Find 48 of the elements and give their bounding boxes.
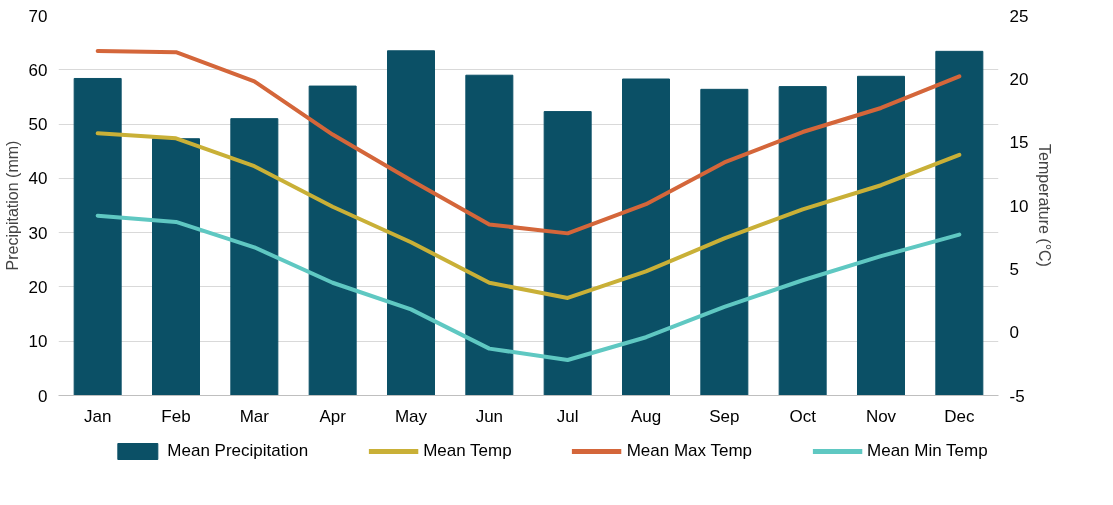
legend-label: Mean Temp	[423, 440, 512, 461]
bar	[857, 75, 905, 396]
y-tick-label: 70	[28, 6, 48, 26]
x-tick-label: Feb	[161, 406, 191, 426]
x-tick-label: Nov	[865, 406, 897, 426]
x-tick-label: Apr	[319, 406, 347, 426]
x-tick-label: Dec	[944, 406, 975, 426]
x-tick-label: Sep	[709, 406, 740, 426]
y-tick-label: 50	[28, 115, 48, 135]
y-tick-label: 20	[28, 277, 48, 297]
y-tick-label: 10	[28, 332, 48, 352]
line-series	[95, 48, 962, 236]
x-tick-label: Mar	[239, 406, 270, 426]
bar	[935, 50, 984, 396]
legend-label: Mean Precipitation	[167, 440, 309, 461]
x-tick-label: Aug	[630, 406, 662, 426]
bar	[700, 88, 749, 396]
y2-tick-label: 15	[1009, 133, 1029, 153]
y2-axis-title: Temperature (°C)	[1036, 144, 1054, 267]
x-tick-label: Jul	[556, 406, 579, 426]
y-tick-label: 30	[28, 223, 48, 243]
bar	[73, 77, 122, 396]
y2-tick-label: 25	[1009, 6, 1029, 26]
line-series	[95, 213, 962, 363]
y2-tick-label: 20	[1009, 69, 1029, 89]
bar	[230, 118, 279, 396]
legend-label: Mean Max Temp	[626, 440, 753, 461]
line-series	[95, 131, 962, 300]
y-tick-label: 60	[28, 60, 48, 80]
y2-tick-label: -5	[1009, 386, 1025, 406]
y-tick-label: 40	[28, 169, 48, 189]
x-tick-label: May	[394, 406, 428, 426]
bar	[543, 111, 592, 396]
y2-tick-label: 10	[1009, 196, 1029, 216]
x-tick-label: Jan	[83, 406, 112, 426]
y2-tick-label: 0	[1009, 323, 1019, 343]
x-tick-label: Oct	[789, 406, 817, 426]
bar	[152, 138, 200, 396]
bar	[308, 85, 357, 396]
x-tick-label: Jun	[475, 406, 504, 426]
bar	[778, 86, 827, 396]
bar	[622, 78, 670, 396]
y2-tick-label: 5	[1009, 259, 1019, 279]
bar	[465, 74, 514, 396]
y-axis-title: Precipitation (mm)	[3, 140, 21, 271]
y-tick-label: 0	[38, 386, 48, 406]
bar	[387, 50, 435, 396]
legend-label: Mean Min Temp	[867, 440, 988, 461]
